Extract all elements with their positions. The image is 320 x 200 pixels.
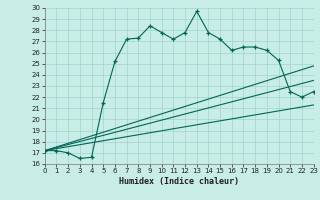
- X-axis label: Humidex (Indice chaleur): Humidex (Indice chaleur): [119, 177, 239, 186]
